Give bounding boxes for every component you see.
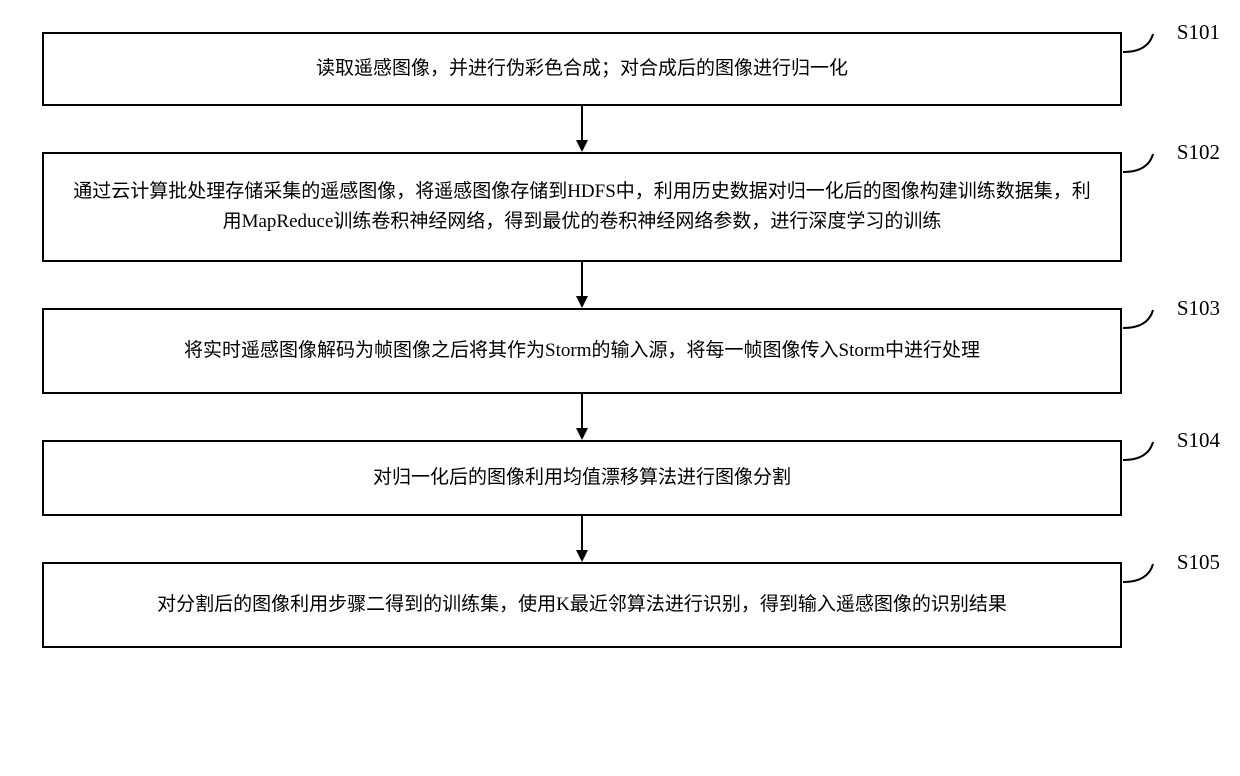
step-text-4: 对归一化后的图像利用均值漂移算法进行图像分割	[373, 463, 791, 493]
step-text-3: 将实时遥感图像解码为帧图像之后将其作为Storm的输入源，将每一帧图像传入Sto…	[184, 336, 980, 366]
step-label-1: S101	[1177, 16, 1220, 50]
step-label-3: S103	[1177, 292, 1220, 326]
arrow-3	[42, 394, 1122, 440]
arrow-4	[42, 516, 1122, 562]
step-box-4: S104 对归一化后的图像利用均值漂移算法进行图像分割	[42, 440, 1122, 516]
step-label-2: S102	[1177, 136, 1220, 170]
step-label-4: S104	[1177, 424, 1220, 458]
step-text-5: 对分割后的图像利用步骤二得到的训练集，使用K最近邻算法进行识别，得到输入遥感图像…	[157, 590, 1007, 620]
flowchart-container: S101 读取遥感图像，并进行伪彩色合成；对合成后的图像进行归一化 S102 通…	[0, 0, 1240, 776]
arrow-1	[42, 106, 1122, 152]
step-text-1: 读取遥感图像，并进行伪彩色合成；对合成后的图像进行归一化	[316, 54, 848, 84]
step-box-1: S101 读取遥感图像，并进行伪彩色合成；对合成后的图像进行归一化	[42, 32, 1122, 106]
step-box-5: S105 对分割后的图像利用步骤二得到的训练集，使用K最近邻算法进行识别，得到输…	[42, 562, 1122, 648]
step-text-2: 通过云计算批处理存储采集的遥感图像，将遥感图像存储到HDFS中，利用历史数据对归…	[64, 177, 1100, 238]
step-box-3: S103 将实时遥感图像解码为帧图像之后将其作为Storm的输入源，将每一帧图像…	[42, 308, 1122, 394]
step-box-2: S102 通过云计算批处理存储采集的遥感图像，将遥感图像存储到HDFS中，利用历…	[42, 152, 1122, 262]
arrow-2	[42, 262, 1122, 308]
step-label-5: S105	[1177, 546, 1220, 580]
